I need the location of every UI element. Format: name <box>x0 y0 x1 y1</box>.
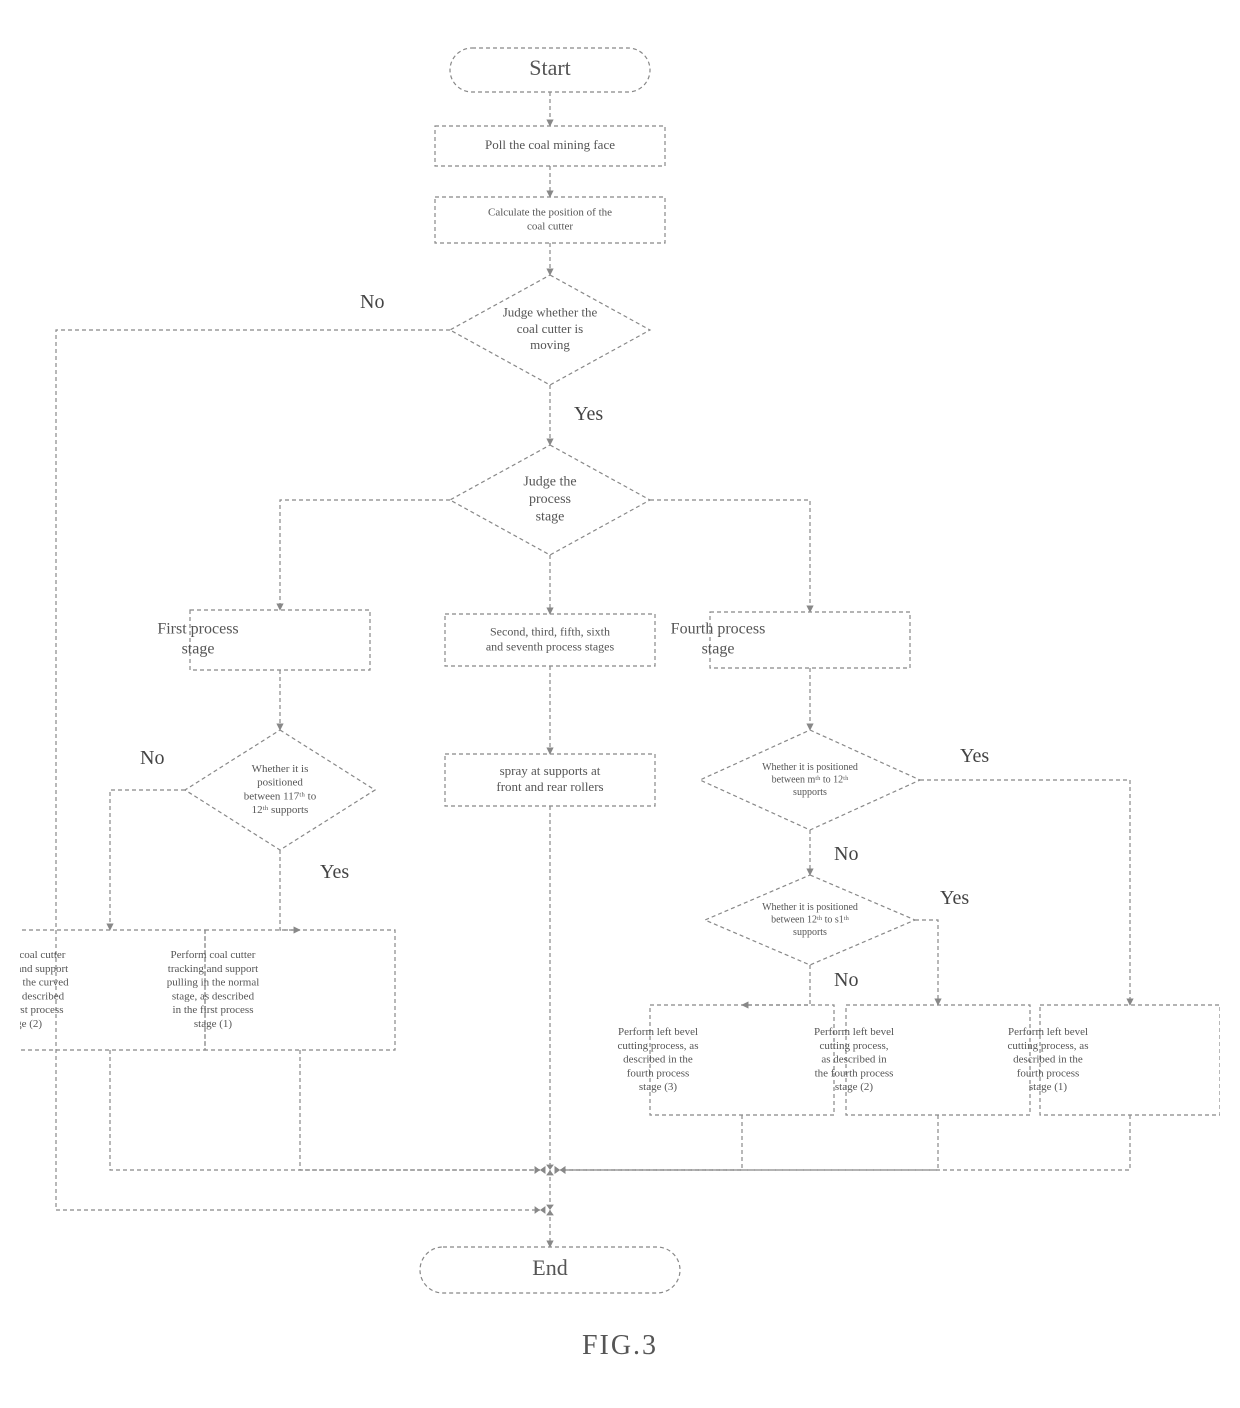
svg-text:Poll the coal mining face: Poll the coal mining face <box>485 137 615 152</box>
node-first: First process stage <box>157 610 370 670</box>
svg-text:supports: supports <box>793 787 827 798</box>
svg-text:Whether it is: Whether it is <box>252 763 309 775</box>
svg-text:stage (1): stage (1) <box>1029 1081 1068 1093</box>
svg-text:stage: stage <box>702 641 735 658</box>
svg-text:Judge whether the: Judge whether the <box>503 305 598 320</box>
node-p4b: Perform left bevel cutting process, as des… <box>814 1005 1030 1115</box>
svg-text:cutting process, as: cutting process, as <box>1008 1040 1089 1052</box>
svg-text:stage, as described: stage, as described <box>20 990 65 1002</box>
node-calc: Calculate the position of thecoal cutter <box>435 197 665 243</box>
svg-text:stage: stage <box>182 641 215 658</box>
svg-text:stage (2): stage (2) <box>20 1018 42 1030</box>
svg-text:No: No <box>140 747 164 769</box>
svg-text:Fourth process: Fourth process <box>671 621 766 638</box>
svg-text:tracking and support: tracking and support <box>168 963 258 975</box>
svg-text:described in the: described in the <box>623 1054 693 1066</box>
svg-text:stage (2): stage (2) <box>835 1081 874 1093</box>
svg-text:stage: stage <box>536 510 565 525</box>
svg-text:stage (1): stage (1) <box>194 1018 233 1030</box>
node-stage: Judge the process stage <box>450 445 650 555</box>
node-spray: spray at supports atfront and rear rolle… <box>445 754 655 806</box>
svg-text:Judge the: Judge the <box>523 475 576 490</box>
svg-text:Second, third, fifth, sixth: Second, third, fifth, sixth <box>490 624 610 638</box>
svg-text:pulling in the normal: pulling in the normal <box>167 977 260 989</box>
svg-text:cutting process,: cutting process, <box>819 1040 888 1052</box>
svg-text:Start: Start <box>529 55 571 80</box>
svg-text:No: No <box>834 843 858 865</box>
svg-text:Perform coal cutter: Perform coal cutter <box>171 949 256 961</box>
svg-text:Yes: Yes <box>960 745 989 767</box>
node-d4b: Whether it is positionedbetween 12ᵗʰ to … <box>705 875 915 965</box>
svg-text:in the first process: in the first process <box>173 1004 254 1016</box>
svg-text:Yes: Yes <box>574 403 603 425</box>
svg-text:positioned: positioned <box>257 777 303 789</box>
svg-text:coal cutter: coal cutter <box>527 220 573 232</box>
svg-text:the fourth process: the fourth process <box>815 1067 894 1079</box>
svg-text:tracking and support: tracking and support <box>20 963 68 975</box>
svg-text:Yes: Yes <box>940 887 969 909</box>
svg-text:fourth process: fourth process <box>627 1067 690 1079</box>
svg-text:Perform left bevel: Perform left bevel <box>618 1026 698 1038</box>
svg-text:cutting process, as: cutting process, as <box>618 1040 699 1052</box>
svg-text:as described in: as described in <box>821 1054 887 1066</box>
svg-text:between 12ᵗʰ to s1ᵗʰ: between 12ᵗʰ to s1ᵗʰ <box>771 914 850 925</box>
svg-text:supports: supports <box>793 927 827 938</box>
svg-text:between mᵗʰ to 12ᵗʰ: between mᵗʰ to 12ᵗʰ <box>772 774 849 785</box>
svg-text:stage, as described: stage, as described <box>172 990 255 1002</box>
node-mid: Second, third, fifth, sixthand seventh p… <box>445 614 655 666</box>
svg-text:No: No <box>834 969 858 991</box>
node-d4a: Whether it is positionedbetween mᵗʰ to 1… <box>700 730 920 830</box>
svg-text:First process: First process <box>157 621 238 638</box>
svg-text:stage (3): stage (3) <box>639 1081 678 1093</box>
svg-text:Perform left bevel: Perform left bevel <box>814 1026 894 1038</box>
svg-text:and seventh process stages: and seventh process stages <box>486 639 615 653</box>
svg-text:Calculate the position of the: Calculate the position of the <box>488 207 612 219</box>
node-d1: Whether it is positionedbetween 117ᵗʰ to 1… <box>185 730 375 850</box>
node-fourth: Fourth process stage <box>671 612 910 668</box>
flowchart-container: Yes No Yes No No Yes Yes No Start Poll the coal m… <box>20 20 1220 1320</box>
svg-text:process: process <box>529 492 571 507</box>
svg-text:No: No <box>360 291 384 313</box>
svg-text:spray at supports at: spray at supports at <box>500 763 601 778</box>
svg-text:fourth process: fourth process <box>1017 1067 1080 1079</box>
node-moving: Judge whether thecoal cutter ismoving <box>450 275 650 385</box>
svg-text:described in the: described in the <box>1013 1054 1083 1066</box>
svg-text:pulling in the curved: pulling in the curved <box>20 977 69 989</box>
node-p1yes: Perform coal cutter tracking and support p… <box>167 930 395 1050</box>
node-p4a: Perform left bevel cutting process, as des… <box>1008 1005 1220 1115</box>
node-p4c: Perform left bevel cutting process, as des… <box>618 1005 834 1115</box>
node-poll: Poll the coal mining face <box>435 126 665 166</box>
svg-text:Perform coal cutter: Perform coal cutter <box>20 949 66 961</box>
node-end: End <box>420 1247 680 1293</box>
svg-text:Yes: Yes <box>320 861 349 883</box>
svg-text:coal cutter is: coal cutter is <box>517 321 583 336</box>
svg-text:front and rear rollers: front and rear rollers <box>496 779 603 794</box>
svg-text:between 117ᵗʰ to: between 117ᵗʰ to <box>244 790 317 802</box>
flowchart-svg: Yes No Yes No No Yes Yes No Start Poll the coal m… <box>20 20 1220 1320</box>
figure-caption: FIG.3 <box>20 1330 1220 1362</box>
node-start: Start <box>450 48 650 92</box>
svg-text:12ᵗʰ supports: 12ᵗʰ supports <box>252 804 309 816</box>
svg-text:in the first process: in the first process <box>20 1004 63 1016</box>
svg-text:End: End <box>532 1255 567 1280</box>
svg-text:Whether it is positioned: Whether it is positioned <box>762 762 858 773</box>
svg-text:moving: moving <box>530 337 570 352</box>
svg-text:Perform left bevel: Perform left bevel <box>1008 1026 1088 1038</box>
svg-text:Whether it is positioned: Whether it is positioned <box>762 902 858 913</box>
